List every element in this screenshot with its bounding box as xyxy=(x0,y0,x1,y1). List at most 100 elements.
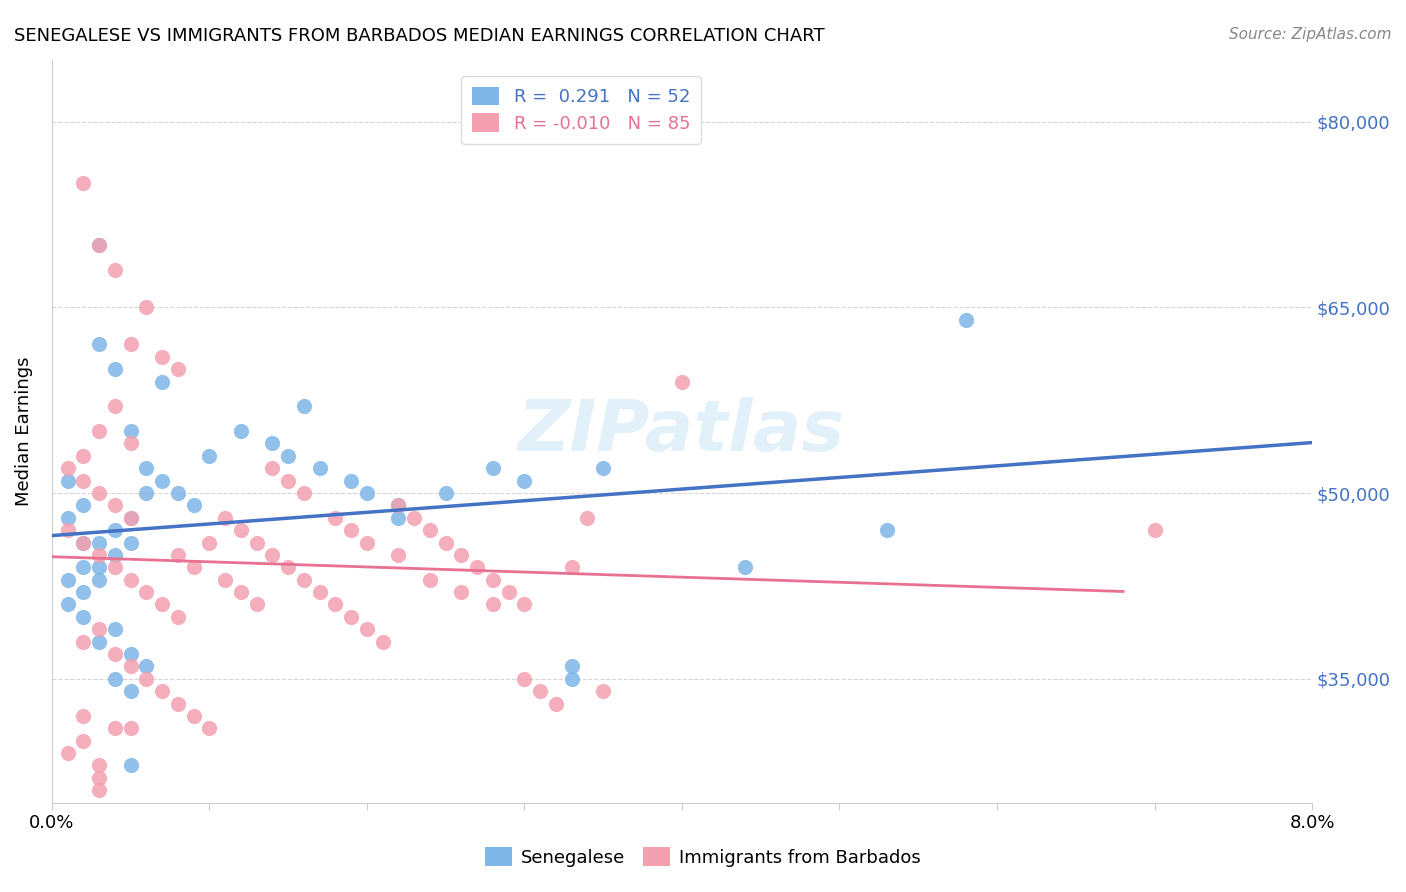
Point xyxy=(104,672,127,686)
Point xyxy=(465,560,488,574)
Point xyxy=(576,510,599,524)
Point xyxy=(450,585,472,599)
Point xyxy=(734,560,756,574)
Point xyxy=(434,535,457,549)
Point xyxy=(87,486,110,500)
Point xyxy=(150,474,173,488)
Point xyxy=(166,486,188,500)
Point xyxy=(87,535,110,549)
Point xyxy=(387,499,409,513)
Point xyxy=(87,573,110,587)
Point xyxy=(544,697,567,711)
Point xyxy=(292,573,315,587)
Point xyxy=(87,634,110,648)
Point xyxy=(166,548,188,562)
Point xyxy=(104,499,127,513)
Point xyxy=(245,535,267,549)
Point xyxy=(1143,523,1166,537)
Point xyxy=(56,510,79,524)
Point xyxy=(229,424,252,438)
Point xyxy=(72,585,94,599)
Point xyxy=(529,684,551,698)
Point xyxy=(198,449,221,463)
Point xyxy=(166,697,188,711)
Point xyxy=(104,721,127,735)
Point xyxy=(104,560,127,574)
Point xyxy=(387,499,409,513)
Point xyxy=(262,436,284,450)
Point xyxy=(229,523,252,537)
Point xyxy=(356,622,378,636)
Point xyxy=(292,486,315,500)
Point xyxy=(72,449,94,463)
Point xyxy=(450,548,472,562)
Point xyxy=(72,535,94,549)
Point xyxy=(120,721,142,735)
Point xyxy=(150,684,173,698)
Point xyxy=(120,684,142,698)
Point xyxy=(561,659,583,673)
Point xyxy=(72,560,94,574)
Point xyxy=(135,585,157,599)
Point xyxy=(72,177,94,191)
Legend: Senegalese, Immigrants from Barbados: Senegalese, Immigrants from Barbados xyxy=(478,840,928,874)
Point xyxy=(292,400,315,414)
Point xyxy=(340,474,363,488)
Point xyxy=(87,238,110,252)
Point xyxy=(356,486,378,500)
Point xyxy=(135,461,157,475)
Point xyxy=(120,510,142,524)
Point xyxy=(340,523,363,537)
Point xyxy=(104,400,127,414)
Point xyxy=(325,598,347,612)
Point xyxy=(166,610,188,624)
Point xyxy=(262,548,284,562)
Point xyxy=(214,573,236,587)
Point xyxy=(87,238,110,252)
Point xyxy=(308,461,330,475)
Point xyxy=(87,771,110,785)
Point xyxy=(183,709,205,723)
Point xyxy=(308,585,330,599)
Point xyxy=(387,548,409,562)
Point xyxy=(671,375,693,389)
Point xyxy=(104,263,127,277)
Point xyxy=(120,337,142,351)
Point xyxy=(955,312,977,326)
Point xyxy=(513,474,536,488)
Text: ZIPatlas: ZIPatlas xyxy=(519,397,845,466)
Point xyxy=(56,523,79,537)
Point xyxy=(513,672,536,686)
Point xyxy=(120,436,142,450)
Point xyxy=(214,510,236,524)
Point xyxy=(419,523,441,537)
Point xyxy=(404,510,426,524)
Point xyxy=(340,610,363,624)
Point xyxy=(56,573,79,587)
Point xyxy=(56,746,79,760)
Point xyxy=(120,758,142,772)
Point xyxy=(482,461,505,475)
Point xyxy=(371,634,394,648)
Point xyxy=(72,499,94,513)
Point xyxy=(104,523,127,537)
Point xyxy=(135,659,157,673)
Point xyxy=(87,337,110,351)
Point xyxy=(104,647,127,661)
Point xyxy=(135,486,157,500)
Point xyxy=(387,510,409,524)
Point xyxy=(120,535,142,549)
Text: SENEGALESE VS IMMIGRANTS FROM BARBADOS MEDIAN EARNINGS CORRELATION CHART: SENEGALESE VS IMMIGRANTS FROM BARBADOS M… xyxy=(14,27,825,45)
Point xyxy=(87,560,110,574)
Point xyxy=(72,535,94,549)
Point xyxy=(104,362,127,376)
Point xyxy=(150,375,173,389)
Legend: R =  0.291   N = 52, R = -0.010   N = 85: R = 0.291 N = 52, R = -0.010 N = 85 xyxy=(461,76,702,144)
Point xyxy=(482,573,505,587)
Point xyxy=(56,461,79,475)
Point xyxy=(277,449,299,463)
Point xyxy=(277,560,299,574)
Point xyxy=(87,548,110,562)
Point xyxy=(104,622,127,636)
Point xyxy=(120,424,142,438)
